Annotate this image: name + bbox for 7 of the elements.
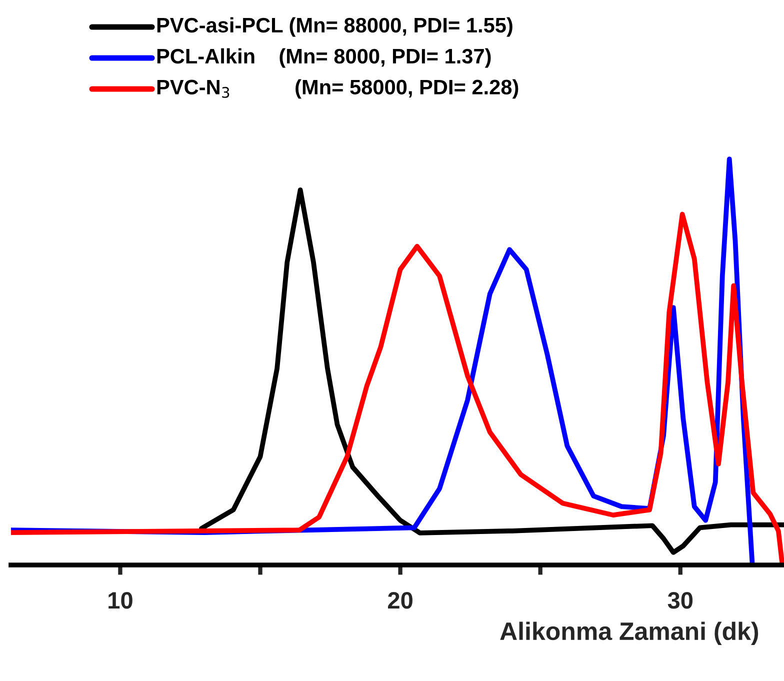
text: PVC-N$_{3}$ (Mn= 58000, PDI= 2.28) bbox=[157, 79, 518, 99]
x-tick-label: 30 bbox=[668, 592, 693, 609]
legend-label: PVC-asi-PCL (Mn= 88000, PDI= 1.55) bbox=[157, 17, 512, 37]
x-tick-label: 20 bbox=[388, 592, 412, 609]
legend-label: PCL-Alkin (Mn= 8000, PDI= 1.37) bbox=[157, 48, 491, 68]
x-axis-title: Alikonma Zamani (dk) bbox=[500, 622, 758, 646]
x-tick-label: 10 bbox=[108, 592, 132, 609]
